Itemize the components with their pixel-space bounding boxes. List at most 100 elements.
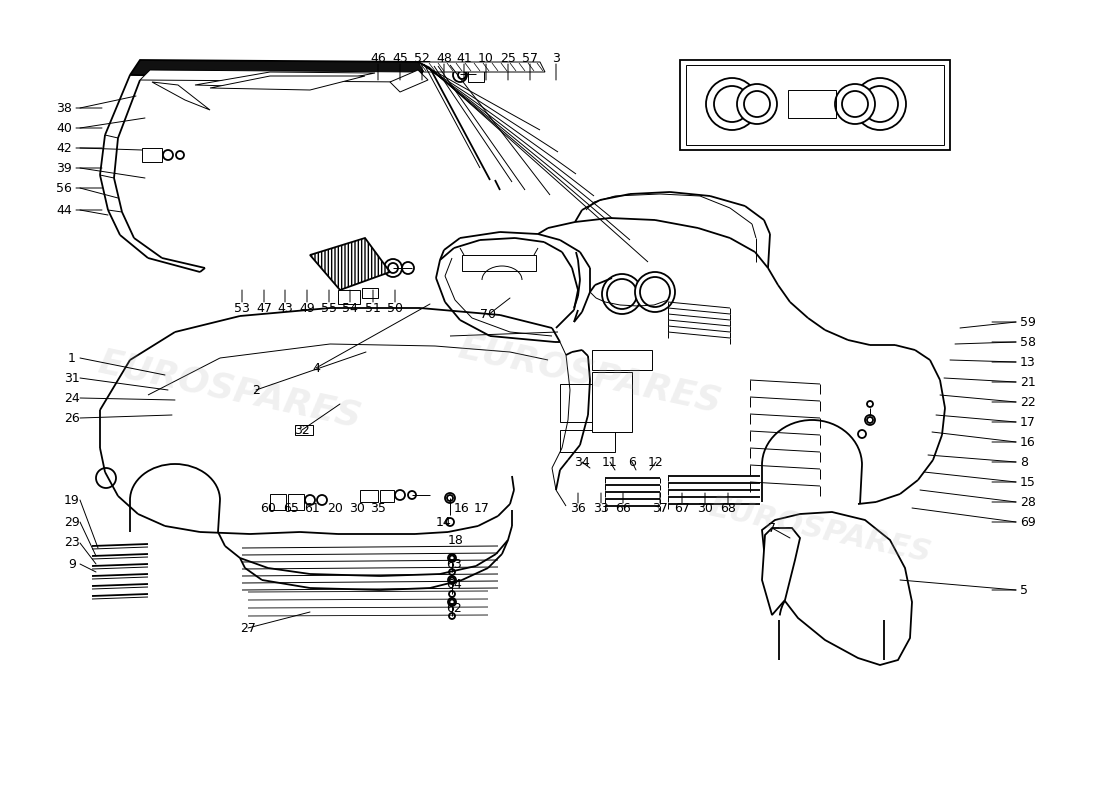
Text: EUROSPARES: EUROSPARES [706, 492, 934, 568]
Bar [788, 90, 836, 118]
Text: 52: 52 [414, 51, 430, 65]
Circle shape [449, 591, 455, 597]
Text: 43: 43 [277, 302, 293, 314]
Circle shape [453, 68, 468, 82]
Bar [462, 255, 536, 271]
Text: 51: 51 [365, 302, 381, 314]
Text: 24: 24 [64, 391, 80, 405]
Circle shape [449, 569, 455, 575]
Circle shape [96, 468, 115, 488]
Text: 50: 50 [387, 302, 403, 314]
Circle shape [737, 84, 777, 124]
Text: 69: 69 [1020, 515, 1036, 529]
Text: 70: 70 [480, 309, 496, 322]
Polygon shape [762, 528, 800, 615]
Bar [592, 350, 652, 370]
Text: 68: 68 [720, 502, 736, 514]
Circle shape [865, 415, 874, 425]
Text: 15: 15 [1020, 475, 1036, 489]
Text: 65: 65 [283, 502, 299, 514]
Bar [338, 290, 360, 304]
Text: 18: 18 [448, 534, 464, 546]
Bar [379, 490, 394, 502]
Polygon shape [195, 72, 375, 88]
Text: 25: 25 [500, 51, 516, 65]
Text: 9: 9 [68, 558, 76, 570]
Text: 67: 67 [674, 502, 690, 514]
Text: 60: 60 [260, 502, 276, 514]
Circle shape [854, 78, 906, 130]
Bar [362, 288, 378, 298]
Text: 2: 2 [252, 383, 260, 397]
Text: 20: 20 [327, 502, 343, 514]
Text: 13: 13 [1020, 355, 1036, 369]
Text: 31: 31 [64, 371, 80, 385]
Bar [686, 65, 944, 145]
Text: 57: 57 [522, 51, 538, 65]
Circle shape [858, 430, 866, 438]
Text: 29: 29 [64, 515, 80, 529]
Text: 34: 34 [574, 455, 590, 469]
Text: 38: 38 [56, 102, 72, 114]
Text: 46: 46 [370, 51, 386, 65]
Text: 63: 63 [447, 558, 462, 570]
Text: 41: 41 [456, 51, 472, 65]
Circle shape [163, 150, 173, 160]
Text: 30: 30 [697, 502, 713, 514]
Text: 61: 61 [304, 502, 320, 514]
Circle shape [449, 613, 455, 619]
Text: 21: 21 [1020, 375, 1036, 389]
Text: 35: 35 [370, 502, 386, 514]
Polygon shape [310, 238, 390, 290]
Text: 19: 19 [64, 494, 80, 506]
Text: 30: 30 [349, 502, 365, 514]
Text: 16: 16 [1020, 435, 1036, 449]
Text: 62: 62 [447, 602, 462, 614]
Circle shape [448, 598, 456, 606]
Text: 58: 58 [1020, 335, 1036, 349]
Bar [770, 546, 788, 568]
Text: 7: 7 [768, 522, 776, 534]
Text: 47: 47 [256, 302, 272, 314]
Bar [360, 490, 378, 502]
Bar [142, 148, 162, 162]
Circle shape [305, 495, 315, 505]
Circle shape [384, 259, 402, 277]
Circle shape [635, 272, 675, 312]
Circle shape [446, 518, 454, 526]
Circle shape [446, 493, 455, 503]
Bar [560, 384, 615, 422]
Text: 3: 3 [552, 51, 560, 65]
Circle shape [867, 401, 873, 407]
Polygon shape [210, 76, 365, 90]
Circle shape [402, 262, 414, 274]
Circle shape [395, 490, 405, 500]
Text: 32: 32 [294, 423, 310, 437]
Text: 37: 37 [652, 502, 668, 514]
Text: 49: 49 [299, 302, 315, 314]
Text: 6: 6 [628, 455, 636, 469]
Text: 54: 54 [342, 302, 358, 314]
Polygon shape [390, 70, 428, 92]
Text: 56: 56 [56, 182, 72, 194]
Text: 42: 42 [56, 142, 72, 154]
Polygon shape [418, 62, 544, 72]
Circle shape [835, 84, 874, 124]
Text: 11: 11 [602, 455, 618, 469]
Text: 33: 33 [593, 502, 609, 514]
Text: 44: 44 [56, 203, 72, 217]
Bar [680, 60, 950, 150]
Bar [295, 425, 313, 435]
Text: 1: 1 [68, 351, 76, 365]
Text: 39: 39 [56, 162, 72, 174]
Text: 59: 59 [1020, 315, 1036, 329]
Bar [270, 494, 286, 510]
Text: EUROSPARES: EUROSPARES [96, 346, 365, 434]
Bar [592, 372, 632, 432]
Circle shape [602, 274, 642, 314]
Text: 22: 22 [1020, 395, 1036, 409]
Text: 55: 55 [321, 302, 337, 314]
Text: 14: 14 [436, 515, 452, 529]
Polygon shape [152, 82, 210, 110]
Text: 48: 48 [436, 51, 452, 65]
